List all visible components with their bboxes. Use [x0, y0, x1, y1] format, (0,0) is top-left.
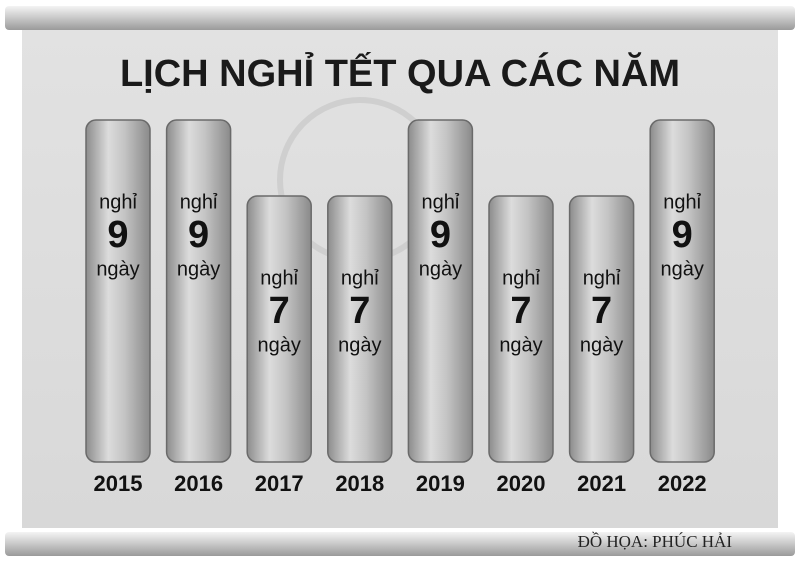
value-prefix: nghỉ: [260, 267, 298, 289]
value-prefix: nghỉ: [421, 191, 459, 213]
value-label: 9: [672, 214, 693, 256]
value-suffix: ngày: [177, 258, 220, 280]
value-label: 7: [349, 290, 370, 332]
x-tick-label: 2018: [335, 471, 384, 496]
bar: [649, 119, 715, 463]
x-tick-label: 2015: [94, 471, 143, 496]
chart-title: LỊCH NGHỈ TẾT QUA CÁC NĂM: [120, 51, 680, 95]
value-label: 9: [430, 214, 451, 256]
value-label: 9: [107, 214, 128, 256]
scroll-bottom-roll: [5, 532, 795, 556]
value-prefix: nghỉ: [663, 191, 701, 213]
credit: ĐỒ HỌA: PHÚC HẢI: [578, 532, 733, 551]
bar: [568, 195, 635, 463]
value-prefix: nghỉ: [99, 191, 137, 213]
value-suffix: ngày: [661, 258, 704, 280]
value-suffix: ngày: [499, 334, 542, 356]
value-prefix: nghỉ: [180, 191, 218, 213]
x-tick-label: 2021: [577, 471, 626, 496]
value-suffix: ngày: [338, 334, 381, 356]
value-suffix: ngày: [258, 334, 301, 356]
x-tick-label: 2020: [497, 471, 546, 496]
bar: [407, 119, 474, 463]
bar: [85, 119, 151, 463]
value-prefix: nghỉ: [502, 267, 540, 289]
value-suffix: ngày: [419, 258, 462, 280]
x-tick-label: 2017: [255, 471, 304, 496]
bar: [246, 195, 312, 463]
value-label: 7: [591, 290, 612, 332]
x-tick-label: 2022: [658, 471, 707, 496]
value-label: 9: [188, 214, 209, 256]
x-tick-label: 2019: [416, 471, 465, 496]
value-suffix: ngày: [580, 334, 623, 356]
value-prefix: nghỉ: [341, 267, 379, 289]
x-tick-label: 2016: [174, 471, 223, 496]
scroll-top-roll: [5, 6, 795, 30]
value-prefix: nghỉ: [583, 267, 621, 289]
value-label: 7: [510, 290, 531, 332]
bar: [488, 195, 554, 463]
bar: [165, 119, 232, 463]
value-label: 7: [269, 290, 290, 332]
value-suffix: ngày: [96, 258, 139, 280]
bar: [327, 195, 393, 463]
